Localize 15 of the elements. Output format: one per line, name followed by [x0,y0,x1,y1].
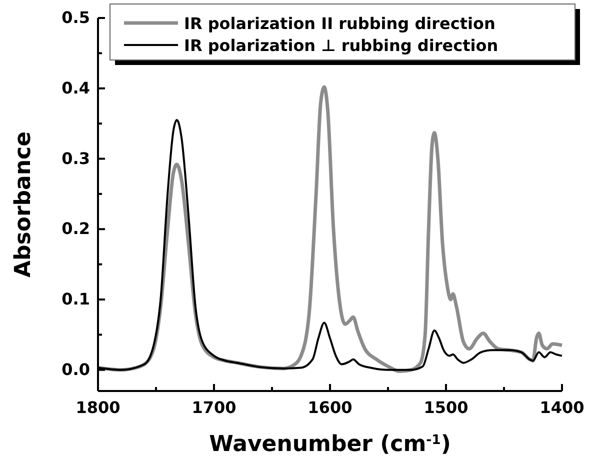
y-tick-label: 0.0 [62,360,90,379]
legend-label: IR polarization II rubbing direction [184,14,496,33]
y-tick-label: 0.3 [62,148,90,168]
x-axis-title: Wavenumber (cm$^{-1}$) [209,432,451,457]
x-tick-label: 1800 [76,398,120,417]
y-tick-label: 0.1 [62,290,90,309]
x-tick-label: 1700 [192,398,236,417]
legend-label: IR polarization ⊥ rubbing direction [184,36,498,55]
y-axis-title: Absorbance [11,131,36,278]
y-tick-label: 0.2 [62,219,90,238]
y-tick-label: 0.5 [62,8,90,27]
y-tick-label: 0.4 [62,78,90,98]
x-tick-label: 1400 [540,398,584,417]
x-tick-label: 1500 [424,398,468,417]
x-tick-label: 1600 [308,398,352,417]
